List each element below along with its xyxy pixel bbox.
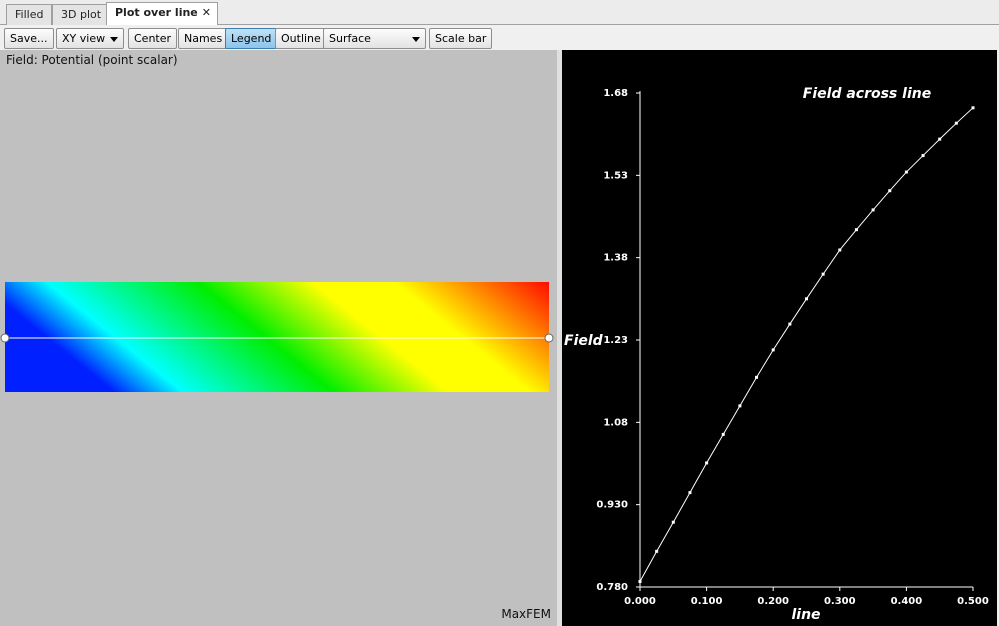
close-icon[interactable]: ✕ [201, 6, 211, 19]
data-point [705, 461, 709, 465]
dropdown[interactable]: XY view [56, 28, 124, 49]
y-tick-label: 0.930 [596, 500, 628, 511]
data-line [639, 107, 974, 582]
color-field [5, 282, 549, 392]
data-point [904, 170, 908, 174]
y-axis-label: Field [564, 333, 604, 349]
x-tick-label: 0.000 [624, 596, 656, 607]
data-point [938, 137, 942, 141]
data-point [805, 297, 808, 301]
data-point [638, 580, 642, 584]
y-tick-label: 1.38 [603, 253, 628, 264]
probe-handle[interactable] [0, 333, 10, 343]
data-point [671, 520, 675, 524]
button[interactable]: Names [178, 28, 229, 49]
field-label: Field: Potential (point scalar) [6, 53, 178, 67]
toggle-button[interactable]: Legend [225, 28, 278, 49]
x-tick-label: 0.200 [757, 596, 789, 607]
y-tick-label: 0.780 [596, 582, 628, 593]
data-point [921, 154, 925, 158]
button[interactable]: Outline [275, 28, 327, 49]
x-tick-label: 0.300 [824, 596, 856, 607]
data-point [888, 189, 892, 193]
line-chart: Field across line line Field 0.780 0.930 1… [562, 50, 997, 626]
data-point [854, 228, 858, 232]
y-tick-label: 1.53 [603, 170, 628, 181]
data-point [688, 491, 692, 495]
watermark: MaxFEM [501, 607, 551, 621]
data-point [655, 549, 659, 553]
data-point [721, 432, 725, 436]
y-tick-label: 1.23 [603, 335, 628, 346]
chart-title: Field across line [803, 86, 931, 102]
x-axis-label: line [791, 607, 820, 623]
tab[interactable]: 3D plot [52, 4, 111, 25]
data-point [738, 404, 742, 408]
tab-active[interactable]: Plot over line ✕ [106, 2, 218, 25]
data-point [838, 248, 842, 252]
button[interactable]: Scale bar [429, 28, 493, 49]
y-tick-label: 1.68 [603, 88, 628, 99]
data-point [821, 272, 825, 276]
data-point [771, 348, 775, 352]
splitter[interactable] [557, 50, 562, 626]
dropdown-label: XY view [62, 32, 106, 45]
x-tick-label: 0.500 [957, 596, 989, 607]
data-point [755, 375, 759, 379]
data-point [971, 106, 975, 110]
data-point [788, 322, 792, 326]
dropdown[interactable]: Surface [323, 28, 426, 49]
data-point [871, 208, 875, 212]
viewport: Field: Potential (point scalar) MaxFEM [0, 50, 557, 626]
x-tick-label: 0.400 [891, 596, 923, 607]
y-tick-label: 1.08 [603, 417, 628, 428]
data-point [954, 121, 958, 125]
x-tick-label: 0.100 [691, 596, 723, 607]
probe-handle[interactable] [544, 333, 554, 343]
button[interactable]: Center [128, 28, 178, 49]
tab-label: Plot over line [115, 6, 198, 19]
field-plot [0, 282, 554, 392]
tab[interactable]: Filled [6, 4, 53, 25]
dropdown-label: Surface [329, 32, 371, 45]
button[interactable]: Save... [4, 28, 54, 49]
